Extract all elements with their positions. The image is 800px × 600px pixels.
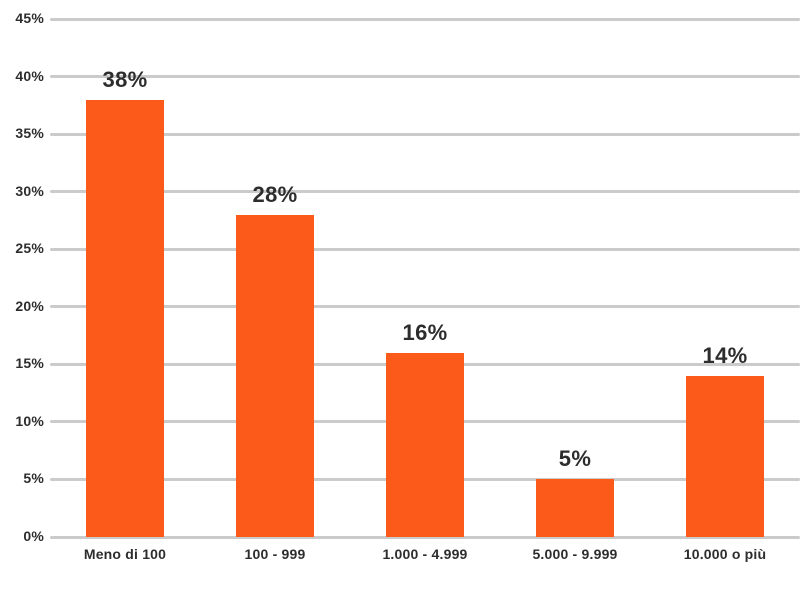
bar bbox=[386, 352, 464, 537]
x-axis-category-label: 1.000 - 4.999 bbox=[382, 546, 468, 562]
bar bbox=[686, 375, 764, 537]
bar bbox=[536, 479, 614, 537]
gridline bbox=[50, 305, 800, 309]
y-axis-tick-label: 10% bbox=[15, 412, 44, 429]
x-axis-category-label: Meno di 100 bbox=[83, 546, 167, 562]
bar-value-label: 28% bbox=[252, 181, 298, 207]
bar bbox=[236, 214, 314, 537]
gridline bbox=[50, 17, 800, 21]
bar-value-label: 16% bbox=[402, 319, 448, 345]
y-axis-tick-label: 25% bbox=[15, 240, 44, 257]
bar-value-label: 38% bbox=[102, 66, 148, 92]
gridline bbox=[50, 75, 800, 79]
y-axis-tick-label: 5% bbox=[23, 470, 44, 487]
x-axis-category-label: 10.000 o più bbox=[683, 546, 767, 562]
gridline bbox=[50, 190, 800, 194]
y-axis-tick-label: 40% bbox=[15, 67, 44, 84]
x-axis-category-label: 5.000 - 9.999 bbox=[532, 546, 618, 562]
bar-value-label: 5% bbox=[558, 446, 592, 472]
gridline bbox=[50, 535, 800, 539]
gridline bbox=[50, 247, 800, 251]
y-axis-tick-label: 20% bbox=[15, 297, 44, 314]
x-axis-category-label: 100 - 999 bbox=[244, 546, 306, 562]
y-axis-tick-label: 15% bbox=[15, 355, 44, 372]
y-axis-tick-label: 45% bbox=[15, 10, 44, 26]
y-axis-tick-label: 0% bbox=[23, 528, 44, 544]
bar-value-label: 14% bbox=[702, 342, 748, 368]
y-axis-tick-label: 30% bbox=[15, 182, 44, 199]
y-axis-tick-label: 35% bbox=[15, 125, 44, 142]
bar bbox=[86, 99, 164, 537]
gridline bbox=[50, 132, 800, 136]
